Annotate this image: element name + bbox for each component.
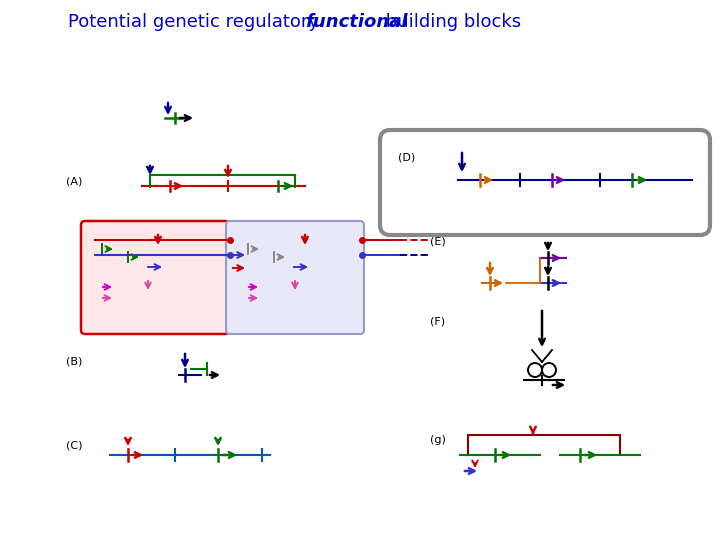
Text: (g): (g) [430, 435, 446, 445]
Text: (C): (C) [66, 440, 83, 450]
Text: (F): (F) [430, 317, 445, 327]
FancyBboxPatch shape [380, 130, 710, 235]
FancyBboxPatch shape [81, 221, 229, 334]
Text: Potential genetic regulatory: Potential genetic regulatory [68, 13, 325, 31]
FancyBboxPatch shape [226, 221, 364, 334]
Text: (D): (D) [398, 152, 415, 162]
Text: (B): (B) [66, 357, 82, 367]
Text: (A): (A) [66, 177, 82, 187]
Text: (E): (E) [430, 237, 446, 247]
Text: functional: functional [305, 13, 408, 31]
Text: building blocks: building blocks [380, 13, 521, 31]
